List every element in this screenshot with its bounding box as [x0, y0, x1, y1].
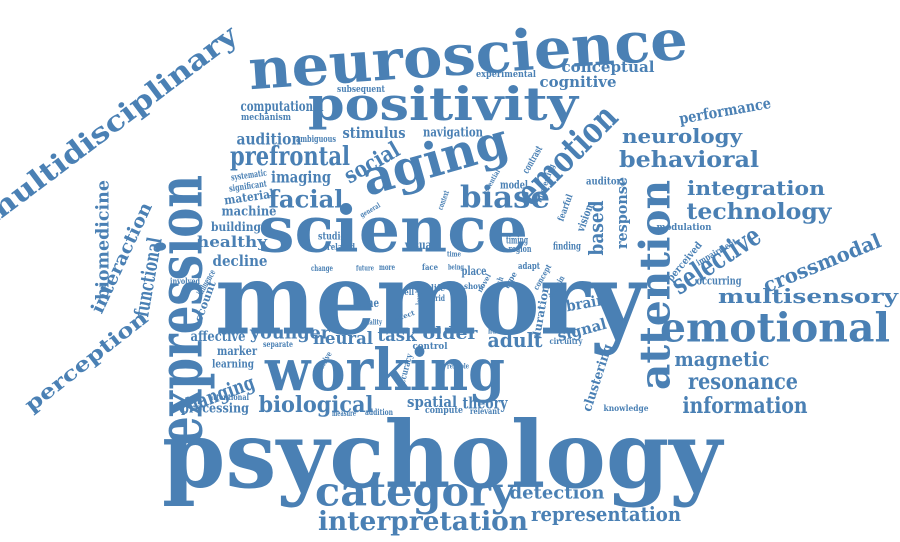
word-attentional: attentional [209, 392, 249, 402]
word-knowledge: knowledge [604, 403, 649, 413]
word-decline: decline [213, 252, 268, 270]
word-time: time [447, 250, 461, 259]
word-compute: compute [425, 406, 463, 416]
word-neurology: neurology [622, 124, 743, 148]
word-marker: marker [217, 344, 258, 358]
word-region: region [509, 245, 532, 255]
word-information: information [683, 393, 808, 419]
word-response: response [613, 177, 631, 249]
word-adapt: adapt [518, 262, 541, 272]
word-learning: learning [212, 358, 254, 371]
word-navigation: navigation [423, 126, 483, 141]
word-modulation: modulation [657, 223, 712, 233]
word-multisensory: multisensory [718, 284, 900, 308]
word-quality: quality [362, 318, 383, 327]
word-audition: audition [237, 130, 302, 149]
word-neural: neural [313, 329, 374, 349]
word-cell: cell [400, 287, 414, 297]
word-level: level [414, 291, 424, 305]
word-affective: affective [191, 329, 246, 345]
word-occurring: occurring [697, 275, 742, 288]
word-interpretation: interpretation [318, 507, 528, 537]
word-relevant: relevant [470, 406, 500, 416]
word-involved: involved [170, 276, 200, 286]
word-circuitry: circuitry [550, 336, 583, 346]
word-fearful: fearful [557, 193, 576, 223]
word-perception: perception [20, 305, 153, 417]
word-stimulus: stimulus [343, 124, 406, 142]
word-separate: separate [263, 339, 293, 349]
word-subsequent: subsequent [337, 85, 386, 95]
word-control: control [413, 342, 449, 352]
word-mechanism: mechanism [241, 113, 291, 123]
word-grid: grid [431, 293, 445, 303]
word-addition: addition [365, 407, 393, 417]
word-detection: detection [510, 483, 605, 504]
word-visual: visual [404, 238, 435, 252]
word-healthy: healthy [197, 233, 268, 251]
word-performance: performance [678, 94, 773, 128]
word-cognitive: cognitive [540, 73, 617, 91]
word-building: building [211, 220, 262, 234]
word-change: change [311, 263, 333, 273]
word-finding: finding [553, 242, 581, 253]
word-older: older [423, 324, 479, 344]
word-facial: facial [269, 185, 344, 214]
word-studies: studies [318, 232, 350, 243]
word-technology: technology [687, 199, 833, 225]
word-human: human [488, 327, 510, 336]
word-model: model [500, 179, 528, 192]
word-ambiguous: ambiguous [296, 135, 336, 145]
word-magnetic: magnetic [675, 347, 770, 371]
word-experimental: experimental [476, 70, 537, 80]
word-related: related [327, 243, 356, 253]
word-more: more [379, 262, 395, 272]
word-being: being [448, 263, 464, 272]
word-imaging: imaging [271, 168, 331, 187]
word-resonance: resonance [688, 369, 798, 395]
word-emotional: emotional [660, 305, 890, 352]
word-future: future [356, 264, 374, 273]
word-face: face [422, 262, 438, 272]
word-auditory: auditory [586, 177, 627, 188]
word-time: time [357, 296, 379, 310]
word-behavioral: behavioral [619, 147, 759, 173]
word-biological: biological [259, 392, 374, 418]
word-representation: representation [531, 502, 681, 526]
word-reliable: reliable [447, 362, 469, 371]
word-processing: processing [181, 402, 249, 417]
word-integration: integration [687, 176, 825, 200]
word-measure: measure [332, 408, 356, 418]
